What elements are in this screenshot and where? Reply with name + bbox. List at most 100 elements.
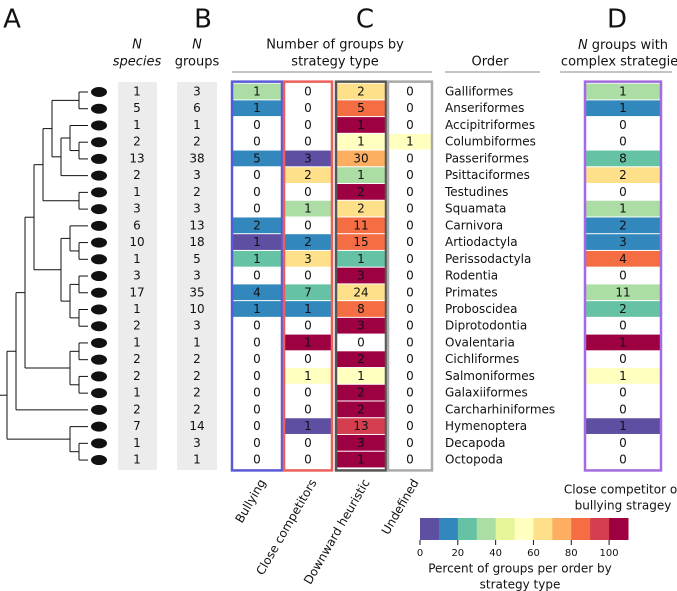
heat-cell bbox=[233, 368, 281, 384]
cell-value: 0 bbox=[253, 118, 261, 132]
order-name: Artiodactyla bbox=[445, 235, 518, 249]
heat-cell bbox=[389, 83, 431, 100]
cell-value: 1 bbox=[253, 302, 261, 316]
heat-cell bbox=[337, 451, 385, 468]
order-name: Anseriformes bbox=[445, 101, 524, 115]
cell-value: 0 bbox=[253, 453, 261, 467]
header: Order bbox=[472, 55, 510, 70]
heat-cell bbox=[285, 451, 331, 468]
heat-cell bbox=[586, 434, 660, 451]
panel-label: B bbox=[194, 5, 212, 35]
silhouette bbox=[91, 254, 107, 265]
panel-label: A bbox=[3, 5, 21, 35]
cell-value: 1 bbox=[253, 101, 261, 115]
heat-cell bbox=[285, 100, 331, 117]
species-count: 1 bbox=[133, 252, 141, 266]
cell-value: 0 bbox=[406, 185, 414, 199]
species-count: 3 bbox=[133, 202, 141, 216]
cell-value: 11 bbox=[615, 285, 630, 299]
cell-value: 1 bbox=[304, 419, 312, 433]
heat-cell bbox=[586, 117, 660, 133]
order-name: Hymenoptera bbox=[445, 419, 527, 433]
heat-cell bbox=[285, 401, 331, 418]
cell-value: 1 bbox=[357, 135, 365, 149]
heat-cell bbox=[337, 250, 385, 267]
heat-cell bbox=[233, 317, 281, 334]
silhouette bbox=[91, 237, 107, 248]
cell-value: 0 bbox=[253, 335, 261, 349]
cell-value: 0 bbox=[304, 402, 312, 416]
heat-cell bbox=[337, 133, 385, 150]
colorbar-tick-label: 0 bbox=[417, 548, 423, 559]
order-name: Testudines bbox=[444, 185, 508, 199]
group-count: 38 bbox=[189, 151, 204, 165]
colorbar-swatch bbox=[476, 518, 497, 540]
group-count: 3 bbox=[193, 269, 201, 283]
order-name: Proboscidea bbox=[445, 302, 518, 316]
colorbar-label: strategy type bbox=[480, 578, 561, 591]
heat-cell bbox=[389, 401, 431, 418]
colorbar-swatch bbox=[438, 518, 459, 540]
order-name: Decapoda bbox=[445, 436, 506, 450]
group-count: 3 bbox=[193, 202, 201, 216]
cell-value: 0 bbox=[619, 185, 627, 199]
colorbar-swatch bbox=[514, 518, 534, 540]
cell-value: 4 bbox=[619, 252, 627, 266]
heat-cell bbox=[389, 434, 431, 451]
heat-cell bbox=[586, 334, 660, 351]
cell-value: 0 bbox=[304, 101, 312, 115]
group-count: 2 bbox=[193, 369, 201, 383]
heat-cell bbox=[233, 434, 281, 451]
cell-value: 1 bbox=[619, 85, 627, 99]
heat-cell bbox=[285, 133, 331, 150]
silhouette bbox=[91, 103, 107, 114]
cell-value: 2 bbox=[357, 352, 365, 366]
silhouette bbox=[91, 371, 107, 382]
cell-value: 2 bbox=[304, 168, 312, 182]
cell-value: 2 bbox=[619, 218, 627, 232]
order-name: Passeriformes bbox=[445, 151, 529, 165]
heat-cell bbox=[586, 301, 660, 317]
heat-cell bbox=[389, 150, 431, 167]
group-count: 2 bbox=[193, 402, 201, 416]
order-name: Cichliformes bbox=[445, 352, 519, 366]
cell-value: 13 bbox=[353, 419, 368, 433]
heat-cell bbox=[233, 351, 281, 368]
colorbar-tick-label: 40 bbox=[489, 548, 502, 559]
cell-value: 0 bbox=[304, 386, 312, 400]
species-count: 17 bbox=[129, 285, 144, 299]
group-count: 3 bbox=[193, 436, 201, 450]
heat-cell bbox=[233, 250, 281, 267]
heat-cell bbox=[233, 267, 281, 284]
heat-cell bbox=[337, 284, 385, 301]
cell-value: 0 bbox=[619, 319, 627, 333]
heat-cell bbox=[586, 150, 660, 167]
cell-value: 24 bbox=[353, 285, 368, 299]
colorbar-swatch bbox=[609, 518, 629, 540]
species-count: 10 bbox=[129, 235, 144, 249]
species-count: 1 bbox=[133, 453, 141, 467]
heat-cell bbox=[337, 100, 385, 117]
cell-value: 0 bbox=[619, 453, 627, 467]
cell-value: 3 bbox=[357, 269, 365, 283]
cell-value: 1 bbox=[357, 369, 365, 383]
heat-cell bbox=[337, 150, 385, 167]
heat-cell bbox=[337, 401, 385, 418]
cell-value: 0 bbox=[406, 252, 414, 266]
group-count: 2 bbox=[193, 185, 201, 199]
order-name: Carnivora bbox=[445, 218, 503, 232]
cell-value: 0 bbox=[357, 335, 365, 349]
heat-cell bbox=[389, 284, 431, 301]
cell-value: 3 bbox=[357, 319, 365, 333]
species-count: 3 bbox=[133, 269, 141, 283]
column-border bbox=[386, 80, 434, 472]
cell-value: 1 bbox=[619, 335, 627, 349]
cell-value: 1 bbox=[357, 118, 365, 132]
silhouette bbox=[91, 287, 107, 298]
heat-cell bbox=[337, 384, 385, 401]
heat-cell bbox=[586, 184, 660, 200]
cell-value: 15 bbox=[353, 235, 368, 249]
heat-cell bbox=[586, 284, 660, 301]
heat-cell bbox=[285, 301, 331, 317]
